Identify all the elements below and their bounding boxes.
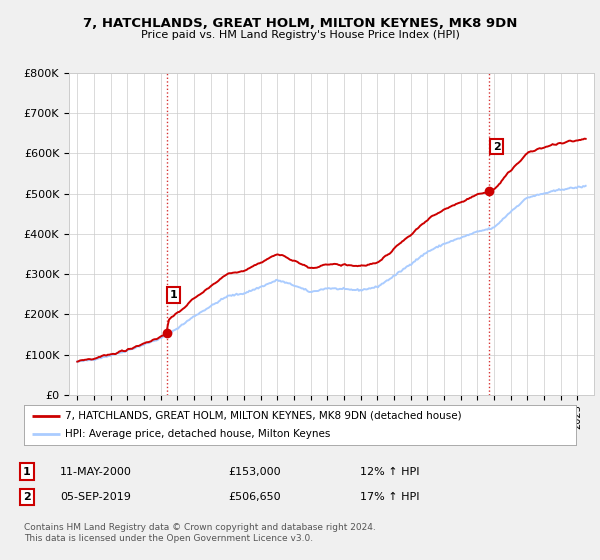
Text: 12% ↑ HPI: 12% ↑ HPI (360, 466, 419, 477)
Text: HPI: Average price, detached house, Milton Keynes: HPI: Average price, detached house, Milt… (65, 430, 331, 439)
Text: 2: 2 (23, 492, 31, 502)
Text: 2: 2 (493, 142, 501, 152)
Text: £153,000: £153,000 (228, 466, 281, 477)
Text: 05-SEP-2019: 05-SEP-2019 (60, 492, 131, 502)
Text: 1: 1 (169, 290, 177, 300)
Text: 7, HATCHLANDS, GREAT HOLM, MILTON KEYNES, MK8 9DN: 7, HATCHLANDS, GREAT HOLM, MILTON KEYNES… (83, 17, 517, 30)
Text: 11-MAY-2000: 11-MAY-2000 (60, 466, 132, 477)
Text: Price paid vs. HM Land Registry's House Price Index (HPI): Price paid vs. HM Land Registry's House … (140, 30, 460, 40)
Text: £506,650: £506,650 (228, 492, 281, 502)
Text: 17% ↑ HPI: 17% ↑ HPI (360, 492, 419, 502)
Text: Contains HM Land Registry data © Crown copyright and database right 2024.
This d: Contains HM Land Registry data © Crown c… (24, 524, 376, 543)
Text: 7, HATCHLANDS, GREAT HOLM, MILTON KEYNES, MK8 9DN (detached house): 7, HATCHLANDS, GREAT HOLM, MILTON KEYNES… (65, 411, 462, 421)
Text: 1: 1 (23, 466, 31, 477)
